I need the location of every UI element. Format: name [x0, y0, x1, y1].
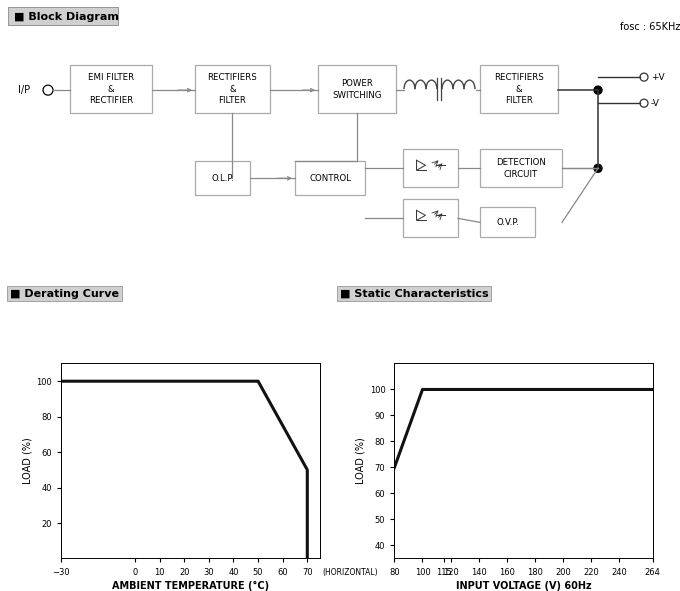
Bar — [195, 161, 250, 196]
Bar — [8, 7, 118, 25]
Text: CONTROL: CONTROL — [309, 174, 351, 183]
Text: O.L.P.: O.L.P. — [211, 174, 234, 183]
X-axis label: INPUT VOLTAGE (V) 60Hz: INPUT VOLTAGE (V) 60Hz — [456, 581, 592, 590]
Text: I/P: I/P — [18, 85, 30, 95]
Text: fosc : 65KHz: fosc : 65KHz — [620, 22, 680, 32]
Bar — [403, 199, 458, 238]
Text: -V: -V — [651, 99, 660, 108]
Text: (HORIZONTAL): (HORIZONTAL) — [322, 569, 378, 577]
Bar — [318, 65, 396, 113]
Y-axis label: LOAD (%): LOAD (%) — [356, 437, 365, 485]
Bar — [480, 65, 558, 113]
Y-axis label: LOAD (%): LOAD (%) — [22, 437, 32, 485]
Text: RECTIFIERS
&
FILTER: RECTIFIERS & FILTER — [207, 73, 257, 105]
Text: ■ Derating Curve: ■ Derating Curve — [10, 288, 119, 298]
Circle shape — [594, 164, 602, 173]
Text: ■ Static Characteristics: ■ Static Characteristics — [340, 288, 489, 298]
Bar — [195, 65, 270, 113]
Circle shape — [594, 86, 602, 94]
Text: ■ Block Diagram: ■ Block Diagram — [14, 12, 119, 22]
Bar — [480, 150, 562, 187]
Text: DETECTION
CIRCUIT: DETECTION CIRCUIT — [496, 158, 546, 178]
Text: POWER
SWITCHING: POWER SWITCHING — [333, 79, 381, 99]
Text: EMI FILTER
&
RECTIFIER: EMI FILTER & RECTIFIER — [88, 73, 134, 105]
Bar — [403, 150, 458, 187]
Text: RECTIFIERS
&
FILTER: RECTIFIERS & FILTER — [494, 73, 544, 105]
Bar — [480, 207, 535, 238]
Bar — [70, 65, 152, 113]
Text: O.V.P.: O.V.P. — [496, 218, 519, 227]
X-axis label: AMBIENT TEMPERATURE (°C): AMBIENT TEMPERATURE (°C) — [112, 581, 269, 591]
Text: +V: +V — [651, 73, 664, 82]
Bar — [295, 161, 365, 196]
